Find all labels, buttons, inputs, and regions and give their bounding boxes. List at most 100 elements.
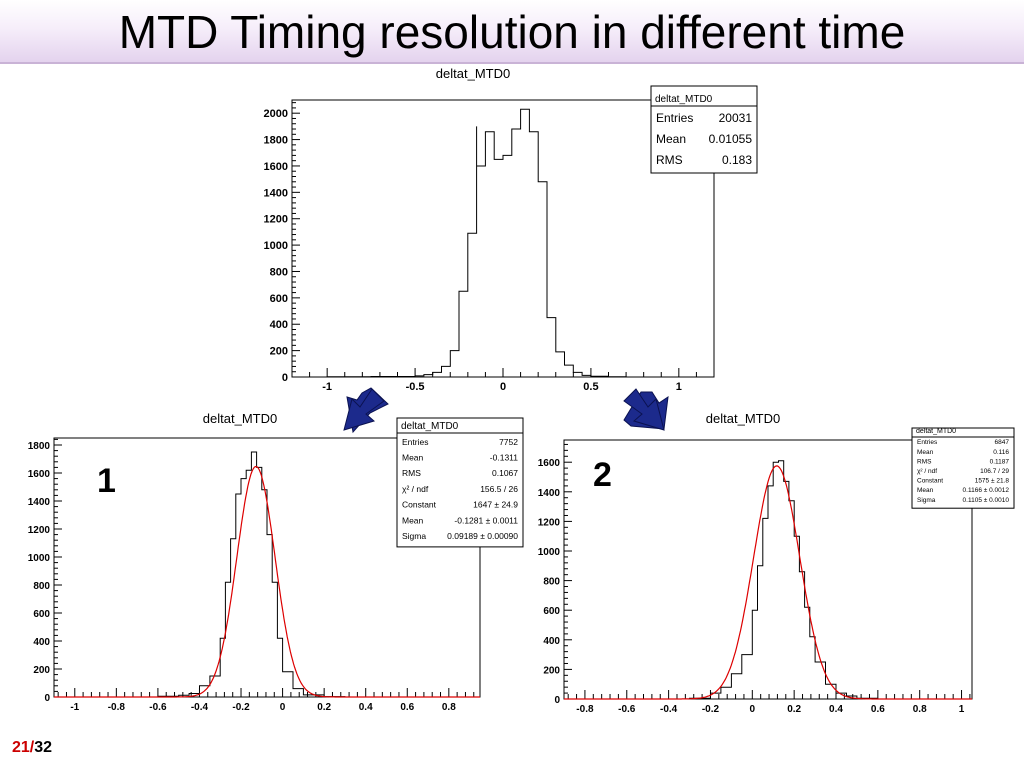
chart-title-right: deltat_MTD0 (706, 411, 780, 426)
stats-label: Entries (402, 437, 428, 447)
x-tick-label: -1 (322, 381, 332, 393)
stats-value: 0.1166 ± 0.0012 (963, 487, 1010, 494)
y-tick-label: 200 (270, 346, 288, 358)
stats-label: Constant (917, 478, 943, 485)
y-tick-label: 400 (543, 636, 560, 647)
stats-label: Entries (917, 439, 938, 446)
plot-frame-top (291, 99, 715, 378)
x-tick-label: 0.8 (442, 702, 456, 713)
x-tick-label: -0.8 (576, 704, 594, 715)
x-tick-label: -0.5 (406, 381, 425, 393)
y-tick-label: 1000 (28, 553, 51, 564)
y-tick-label: 400 (270, 319, 288, 331)
stats-value: 0.183 (722, 153, 752, 167)
y-tick-label: 1800 (28, 441, 51, 452)
histogram-left (54, 451, 480, 698)
y-tick-label: 1400 (538, 488, 561, 499)
x-tick-label: 1 (959, 704, 965, 715)
plot-label-2: 2 (593, 456, 612, 494)
stats-label: Mean (402, 515, 424, 525)
stats-value: 6847 (995, 439, 1010, 446)
x-tick-label: 0.6 (871, 704, 885, 715)
stats-label: Mean (917, 449, 934, 456)
stats-value: 156.5 / 26 (480, 484, 518, 494)
gauss-fit-right (564, 465, 972, 700)
stats-label: Constant (402, 500, 437, 510)
y-tick-label: 200 (33, 665, 50, 676)
x-tick-label: -1 (70, 702, 79, 713)
arrow-left-head (343, 388, 385, 431)
y-tick-label: 1000 (264, 240, 288, 252)
y-tick-label: 1200 (538, 517, 561, 528)
stats-value: 7752 (499, 437, 518, 447)
plot-label-1: 1 (97, 462, 116, 500)
histogram-right (564, 460, 972, 700)
x-tick-label: 0 (280, 702, 286, 713)
y-tick-label: 0 (282, 372, 288, 384)
stats-label: χ² / ndf (917, 468, 937, 475)
chart-right: deltat_MTD0 0 200 400 600 800 1000 1200 1400 1600… (538, 411, 1015, 715)
x-tick-label: -0.4 (191, 702, 209, 713)
x-tick-label: -0.6 (618, 704, 636, 715)
stats-label: Mean (917, 487, 934, 494)
stats-value: 0.09189 ± 0.00090 (447, 531, 518, 541)
stats-label: Mean (402, 452, 424, 462)
stats-label: Sigma (402, 531, 426, 541)
y-tick-label: 600 (270, 293, 288, 305)
x-tick-label: 0.6 (400, 702, 414, 713)
stats-box-top (650, 85, 758, 174)
stats-value: 1575 ± 21.8 (975, 478, 1010, 485)
x-tick-label: -0.8 (108, 702, 126, 713)
x-tick-label: -0.4 (660, 704, 678, 715)
stats-box-left (396, 417, 524, 548)
y-tick-label: 800 (543, 577, 560, 588)
slide-title: MTD Timing resolution in different time (118, 6, 906, 58)
y-tick-label: 400 (33, 637, 50, 648)
stats-header: deltat_MTD0 (401, 421, 459, 432)
stats-label: RMS (917, 458, 932, 465)
y-tick-label: 1400 (264, 187, 288, 199)
stats-value: 0.01055 (709, 132, 753, 146)
chart-title-top: deltat_MTD0 (436, 66, 510, 81)
y-tick-label: 2000 (264, 108, 288, 120)
x-tick-label: -0.2 (702, 704, 720, 715)
stats-header: deltat_MTD0 (916, 428, 956, 435)
title-bar (0, 0, 1024, 64)
x-tick-label: -0.6 (149, 702, 167, 713)
stats-value: 106.7 / 29 (980, 468, 1009, 475)
stats-box-right (911, 427, 1015, 509)
x-tick-label: 1 (676, 381, 682, 393)
x-tick-label: 0.4 (829, 704, 843, 715)
y-tick-label: 0 (554, 695, 560, 706)
x-tick-label: 0 (500, 381, 506, 393)
histogram-top (292, 108, 714, 378)
stats-value: 0.116 (993, 449, 1009, 456)
stats-label: χ² / ndf (402, 484, 429, 494)
y-tick-label: 800 (270, 266, 288, 278)
x-tick-label: 0.5 (583, 381, 598, 393)
page-number: 21/32 (12, 739, 52, 757)
y-tick-label: 600 (33, 609, 50, 620)
stats-header: deltat_MTD0 (655, 94, 713, 105)
x-tick-label: 0.2 (317, 702, 331, 713)
x-tick-label: 0.4 (359, 702, 373, 713)
chart-title-left: deltat_MTD0 (203, 411, 277, 426)
y-tick-label: 1600 (538, 458, 561, 469)
y-tick-label: 1200 (264, 214, 288, 226)
x-tick-label: -0.2 (232, 702, 250, 713)
page-separator: / (29, 739, 35, 756)
x-tick-label: 0 (750, 704, 756, 715)
stats-label: Mean (656, 132, 686, 146)
y-tick-label: 800 (33, 581, 50, 592)
plot-frame-right (563, 439, 973, 700)
stats-label: RMS (656, 153, 683, 167)
chart-top: deltat_MTD0 0 200 400 600 800 1000 1200 1400 1600… (264, 66, 758, 393)
stats-value: 0.1105 ± 0.0010 (963, 497, 1010, 504)
y-tick-label: 200 (543, 665, 560, 676)
stats-value: 1647 ± 24.9 (473, 500, 518, 510)
y-tick-label: 0 (44, 693, 50, 704)
y-tick-label: 1000 (538, 547, 561, 558)
stats-value: 0.1187 (990, 458, 1010, 465)
chart-left: deltat_MTD0 0 200 400 600 800 1000 1200 1400 1600… (28, 411, 524, 713)
